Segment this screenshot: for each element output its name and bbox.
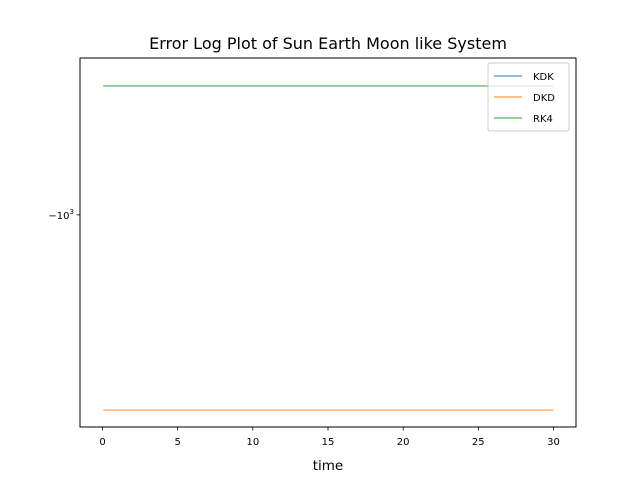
x-tick-label: 25	[472, 437, 485, 448]
legend-label-kdk: KDK	[533, 72, 554, 83]
x-tick-label: 10	[246, 437, 259, 448]
x-tick-label: 15	[322, 437, 335, 448]
x-axis-label: time	[313, 458, 344, 474]
legend-label-dkd: DKD	[533, 93, 555, 104]
x-tick-label: 30	[547, 437, 560, 448]
legend-label-rk4: RK4	[533, 114, 553, 125]
chart-title: Error Log Plot of Sun Earth Moon like Sy…	[149, 34, 507, 53]
x-tick-label: 0	[99, 437, 105, 448]
legend: KDK DKD RK4	[487, 62, 570, 132]
x-tick-label: 5	[175, 437, 181, 448]
y-tick-label: −103	[48, 208, 74, 222]
x-tick-label: 20	[397, 437, 410, 448]
y-axis: −103	[48, 208, 80, 222]
plot-series-group	[103, 85, 554, 411]
x-axis: 0 5 10 15 20 25 30	[99, 427, 560, 448]
legend-frame	[487, 62, 570, 132]
